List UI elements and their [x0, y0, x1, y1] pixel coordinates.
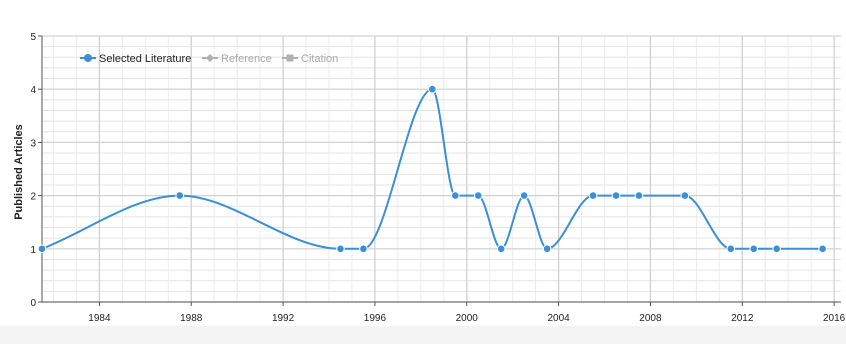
legend-item[interactable]: Selected Literature: [80, 53, 191, 65]
legend-item[interactable]: Citation: [282, 53, 338, 65]
data-point[interactable]: [519, 191, 529, 200]
data-point[interactable]: [37, 244, 47, 254]
legend-diamond-marker: [206, 54, 214, 62]
data-point[interactable]: [175, 191, 185, 200]
y-tick-label: 2: [30, 192, 36, 203]
data-point[interactable]: [749, 244, 759, 254]
data-point[interactable]: [336, 244, 345, 254]
data-point[interactable]: [359, 244, 368, 254]
tick-labels: 0 1 2 3 4 5 1984 1988 1992 1996 2000 2004 2008 2012 20…: [30, 32, 845, 324]
data-point[interactable]: [611, 191, 621, 200]
legend-label: Reference: [221, 53, 272, 65]
x-tick-label: 2016: [823, 313, 846, 324]
x-tick-label: 1984: [88, 313, 111, 324]
data-point[interactable]: [726, 244, 736, 254]
grid: [42, 35, 841, 303]
data-point[interactable]: [450, 191, 460, 200]
y-tick-label: 5: [30, 32, 36, 43]
y-tick-label: 0: [30, 298, 36, 309]
data-point[interactable]: [634, 191, 644, 200]
legend: Selected Literature Reference Citation: [80, 53, 338, 65]
y-tick-label: 1: [30, 245, 36, 256]
x-tick-label: 1988: [180, 313, 203, 324]
legend-label: Selected Literature: [99, 53, 191, 65]
legend-square-marker: [286, 54, 294, 62]
data-point[interactable]: [473, 191, 483, 200]
data-point[interactable]: [428, 84, 437, 94]
series: [37, 84, 827, 254]
y-axis-title: Published Articles: [13, 124, 25, 220]
data-point[interactable]: [496, 244, 506, 254]
y-tick-label: 4: [30, 85, 36, 96]
x-tick-label: 2012: [731, 313, 754, 324]
x-tick-label: 1992: [272, 313, 295, 324]
series-line: [41, 88, 823, 250]
legend-label: Citation: [301, 53, 338, 65]
axes: [38, 35, 841, 306]
line-chart: 0 1 2 3 4 5 1984 1988 1992 1996 2000 2004 2008 2012 20…: [13, 32, 846, 324]
data-point[interactable]: [588, 191, 598, 200]
data-point[interactable]: [772, 244, 782, 254]
data-point[interactable]: [542, 244, 552, 254]
x-tick-label: 2008: [639, 313, 662, 324]
x-tick-label: 2000: [456, 313, 479, 324]
data-point[interactable]: [680, 191, 690, 200]
footer-band: [0, 326, 846, 344]
x-tick-label: 2004: [547, 313, 570, 324]
y-tick-label: 3: [30, 138, 36, 149]
legend-circle-marker: [84, 54, 92, 62]
legend-item[interactable]: Reference: [202, 53, 272, 65]
data-point[interactable]: [818, 244, 827, 254]
x-tick-label: 1996: [364, 313, 387, 324]
